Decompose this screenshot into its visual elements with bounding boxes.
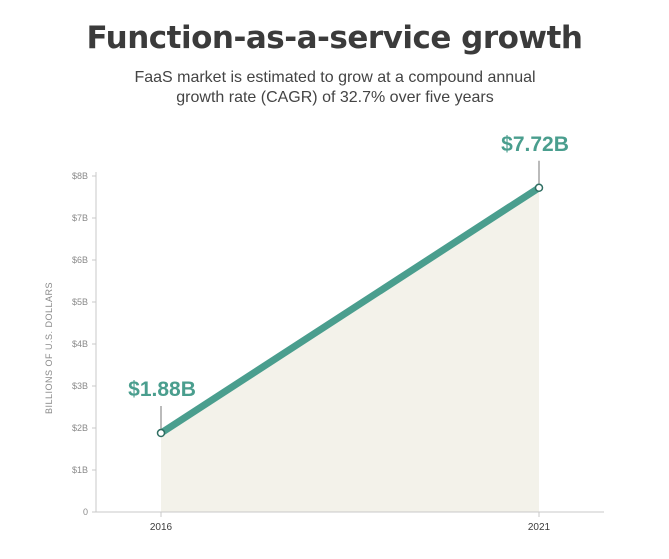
x-tick-label: 2016 bbox=[150, 522, 173, 533]
y-tick-label: $2B bbox=[72, 423, 88, 433]
data-label: $7.72B bbox=[501, 133, 569, 156]
y-tick-label: $5B bbox=[72, 297, 88, 307]
y-tick-label: $3B bbox=[72, 381, 88, 391]
series-line bbox=[157, 184, 543, 437]
y-tick-label: $6B bbox=[72, 255, 88, 265]
data-point bbox=[534, 183, 544, 193]
data-label: $1.88B bbox=[128, 378, 196, 401]
x-tick-label: 2021 bbox=[528, 522, 551, 533]
chart-subtitle: FaaS market is estimated to grow at a co… bbox=[134, 69, 536, 106]
y-tick-label: $1B bbox=[72, 465, 88, 475]
y-tick-label: $8B bbox=[72, 171, 88, 181]
y-tick-label: 0 bbox=[83, 507, 88, 517]
chart-title: Function-as-a-service growth bbox=[86, 20, 583, 56]
data-point bbox=[156, 428, 166, 438]
y-tick-label: $7B bbox=[72, 213, 88, 223]
y-tick-label: $4B bbox=[72, 339, 88, 349]
area-fill bbox=[161, 187, 539, 512]
y-axis-title: BILLIONS OF U.S. DOLLARS bbox=[44, 282, 54, 414]
